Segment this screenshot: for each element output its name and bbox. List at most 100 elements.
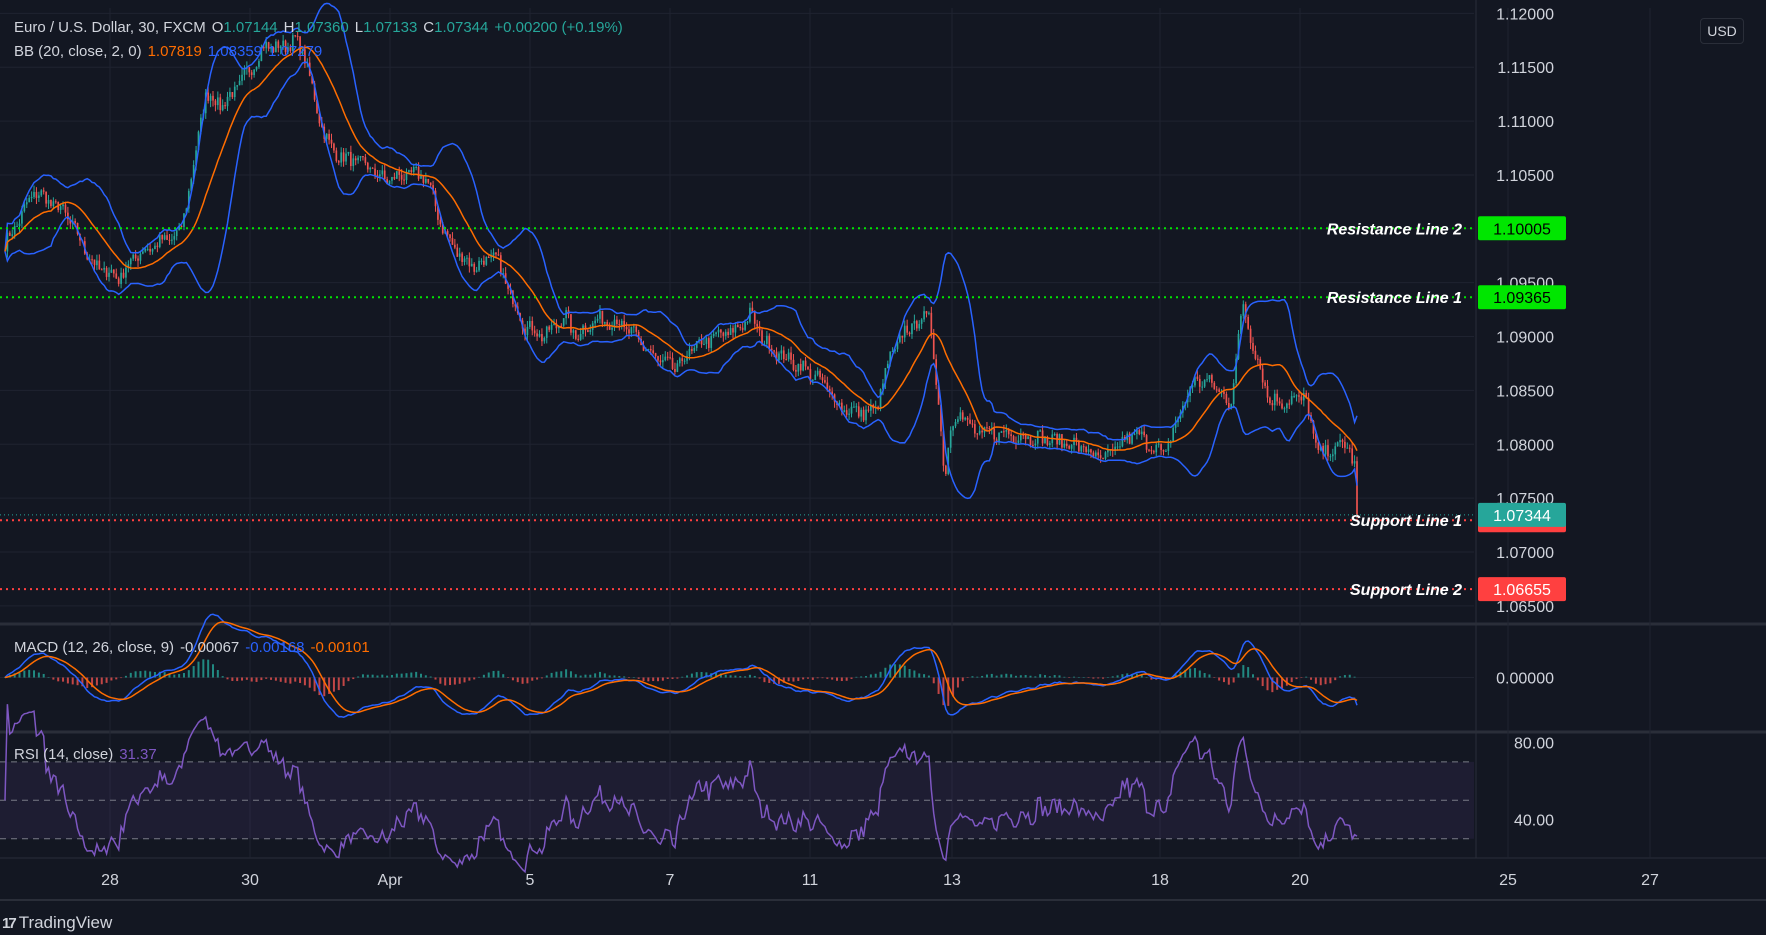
- candle: [526, 326, 529, 336]
- candle: [1032, 444, 1034, 446]
- macd-hist-bar: [289, 677, 292, 684]
- candle: [171, 239, 173, 241]
- candle: [1099, 455, 1102, 458]
- candle: [734, 325, 737, 333]
- candle: [1102, 457, 1104, 459]
- candle: [560, 325, 563, 327]
- macd-hist-bar: [642, 677, 645, 682]
- macd-signal-line: [4, 621, 1358, 714]
- macd-hist-bar: [400, 673, 403, 678]
- candle: [1000, 431, 1003, 433]
- macd-hist-bar: [1300, 677, 1303, 678]
- candle: [151, 249, 154, 252]
- candle: [369, 167, 372, 170]
- candle: [584, 325, 587, 331]
- candle: [362, 156, 364, 158]
- candle: [628, 329, 630, 334]
- macd-hist-bar: [163, 672, 166, 678]
- macd-hist-bar: [1324, 677, 1327, 685]
- candle: [337, 160, 340, 163]
- candle: [882, 383, 884, 390]
- candle: [630, 327, 633, 334]
- candle: [335, 150, 338, 161]
- candle: [1034, 443, 1037, 446]
- candle: [1230, 404, 1233, 409]
- candle: [497, 254, 500, 256]
- macd-hist-bar: [255, 677, 258, 682]
- candle: [487, 257, 490, 259]
- candle: [811, 380, 814, 382]
- candle: [577, 338, 580, 340]
- currency-button[interactable]: USD: [1700, 18, 1744, 44]
- macd-hist-bar: [806, 677, 809, 679]
- macd-hist-bar: [439, 677, 442, 684]
- macd-hist-bar: [1087, 677, 1090, 678]
- macd-hist-bar: [628, 677, 630, 678]
- macd-hist-bar: [1305, 676, 1308, 678]
- candle: [1223, 391, 1225, 394]
- candle: [23, 204, 26, 212]
- bb-label[interactable]: BB (20, close, 2, 0): [14, 43, 142, 60]
- candle: [860, 409, 863, 417]
- candle: [1208, 375, 1211, 380]
- candle: [129, 258, 132, 265]
- tradingview-logo[interactable]: 17 TradingView: [2, 913, 112, 933]
- macd-hist-bar: [124, 675, 127, 678]
- macd-hist-bar: [598, 671, 601, 678]
- macd-label[interactable]: MACD (12, 26, close, 9): [14, 639, 175, 656]
- macd-hist-bar: [434, 677, 437, 680]
- candle: [1024, 434, 1027, 440]
- candle: [1155, 444, 1158, 453]
- candle: [1276, 393, 1279, 402]
- candle: [197, 131, 200, 151]
- candle: [616, 319, 618, 324]
- candle: [1140, 431, 1143, 435]
- candle: [345, 153, 347, 162]
- x-tick-label: 13: [943, 872, 961, 889]
- rsi-label[interactable]: RSI (14, close): [14, 746, 114, 763]
- candle: [454, 244, 456, 248]
- macd-hist-bar: [966, 677, 969, 678]
- candle: [347, 151, 350, 154]
- candle: [589, 329, 592, 333]
- candle: [978, 430, 981, 434]
- candle: [422, 175, 425, 183]
- candle: [1174, 422, 1177, 428]
- candle: [988, 428, 991, 430]
- resistance-price-tag-text: 1.09365: [1493, 290, 1551, 307]
- candle: [1271, 403, 1274, 406]
- candle: [1198, 378, 1201, 387]
- macd-hist-bar: [1222, 677, 1225, 683]
- candle: [216, 97, 219, 106]
- candle: [437, 206, 439, 220]
- macd-hist-bar: [197, 661, 200, 678]
- bb-legend: BB (20, close, 2, 0) 1.07819 1.08359 1.0…: [14, 43, 322, 60]
- candle: [478, 260, 480, 271]
- macd-hist-bar: [226, 677, 229, 680]
- macd-hist-bar: [821, 677, 824, 679]
- macd-hist-bar: [395, 673, 398, 678]
- macd-hist-bar: [386, 675, 389, 678]
- macd-hist-bar: [603, 673, 606, 678]
- macd-hist-bar: [802, 677, 805, 680]
- candle: [410, 170, 413, 172]
- candle: [937, 384, 940, 405]
- macd-hist-bar: [773, 677, 776, 684]
- candle: [599, 310, 601, 319]
- candle: [790, 352, 792, 360]
- candle: [1007, 430, 1010, 435]
- candle: [1232, 383, 1235, 405]
- macd-hist-bar: [308, 677, 311, 688]
- candle: [1017, 440, 1020, 443]
- symbol-title[interactable]: Euro / U.S. Dollar, 30, FXCM: [14, 19, 206, 36]
- candle: [831, 391, 834, 395]
- macd-hist-bar: [361, 674, 364, 678]
- macd-hist-bar: [347, 677, 350, 682]
- candle: [1087, 449, 1090, 453]
- candle: [545, 326, 548, 338]
- macd-hist-bar: [144, 670, 147, 678]
- candle: [233, 86, 236, 98]
- candle: [69, 219, 72, 224]
- macd-hist-bar: [831, 677, 834, 680]
